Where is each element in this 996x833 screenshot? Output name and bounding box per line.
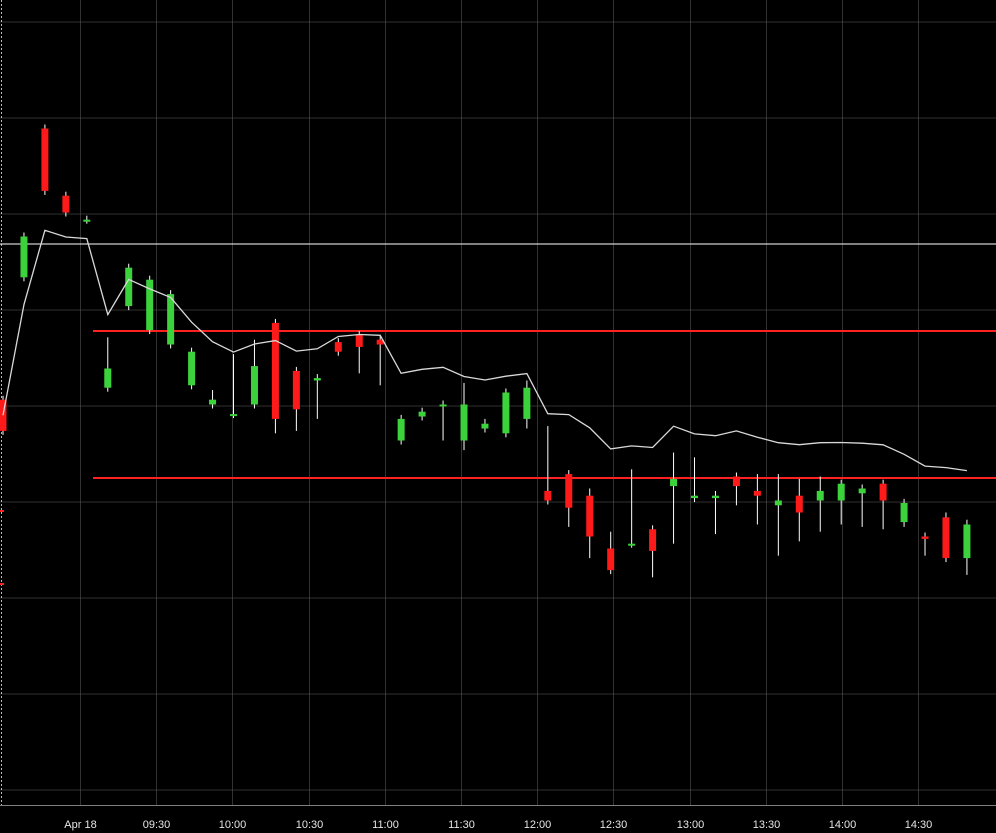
candle-body-down	[292, 370, 300, 410]
candle-body-up	[167, 294, 175, 345]
candle-body-up	[858, 488, 866, 494]
candle-body-down	[544, 490, 552, 501]
candle-body-up	[104, 368, 112, 388]
candle-body-down	[942, 517, 950, 559]
candle-body-down	[795, 495, 803, 513]
candle-body-up	[502, 392, 510, 434]
candle-body-up	[774, 500, 782, 506]
candle-body-up	[523, 387, 531, 419]
candle-body-up	[837, 483, 845, 501]
candle-body-down	[355, 334, 363, 347]
candle-body-up	[460, 404, 468, 441]
x-tick-label: 13:30	[753, 819, 781, 831]
candle-body-down	[586, 495, 594, 537]
candle-body-down	[649, 529, 657, 551]
candle-body-down	[565, 474, 573, 508]
candle-body-down	[607, 548, 615, 571]
candle-body-up	[20, 236, 28, 278]
candle-body-down	[334, 342, 342, 352]
candle-body-down	[271, 322, 279, 419]
candle-body-down	[753, 490, 761, 496]
candle-body-up	[691, 495, 699, 499]
x-tick-label: 10:30	[296, 819, 324, 831]
x-tick-label: 09:30	[143, 819, 171, 831]
candle-body-up	[670, 478, 678, 487]
candle-body-up	[439, 404, 447, 407]
x-tick-label: 11:00	[372, 819, 399, 831]
candle-body-up	[397, 418, 405, 441]
x-tick-label: Apr 18	[64, 819, 96, 831]
candle-body-up	[963, 524, 971, 559]
candle-body-up	[816, 490, 824, 501]
x-tick-label: 11:30	[448, 819, 475, 831]
x-tick-label: 10:00	[219, 819, 247, 831]
candle-body-up	[230, 414, 238, 417]
candle-body-up	[628, 543, 636, 546]
candle-body-down	[732, 476, 740, 487]
candle-body-up	[146, 279, 154, 331]
x-tick-label: 12:00	[524, 819, 552, 831]
candle-body-up	[418, 411, 426, 417]
candle-body-down	[62, 195, 70, 213]
candle-body-up	[250, 366, 258, 405]
x-tick-label: 14:30	[905, 819, 933, 831]
candle-body-up	[313, 378, 321, 381]
candle-body-up	[83, 219, 91, 222]
candle-body-up	[188, 351, 196, 386]
candle-body-up	[481, 423, 489, 429]
candle-body-up	[711, 495, 719, 499]
candle-body-down	[41, 128, 49, 191]
x-tick-label: 12:30	[600, 819, 628, 831]
moving-average-line	[2, 229, 967, 472]
candle-body-up	[900, 502, 908, 523]
candle-body-down	[879, 483, 887, 501]
candle-body-up	[125, 267, 133, 307]
candle-body-up	[209, 399, 217, 405]
candle-body-down	[921, 536, 929, 539]
x-tick-label: 14:00	[829, 819, 857, 831]
x-tick-label: 13:00	[677, 819, 705, 831]
candle-body-down	[376, 339, 384, 345]
